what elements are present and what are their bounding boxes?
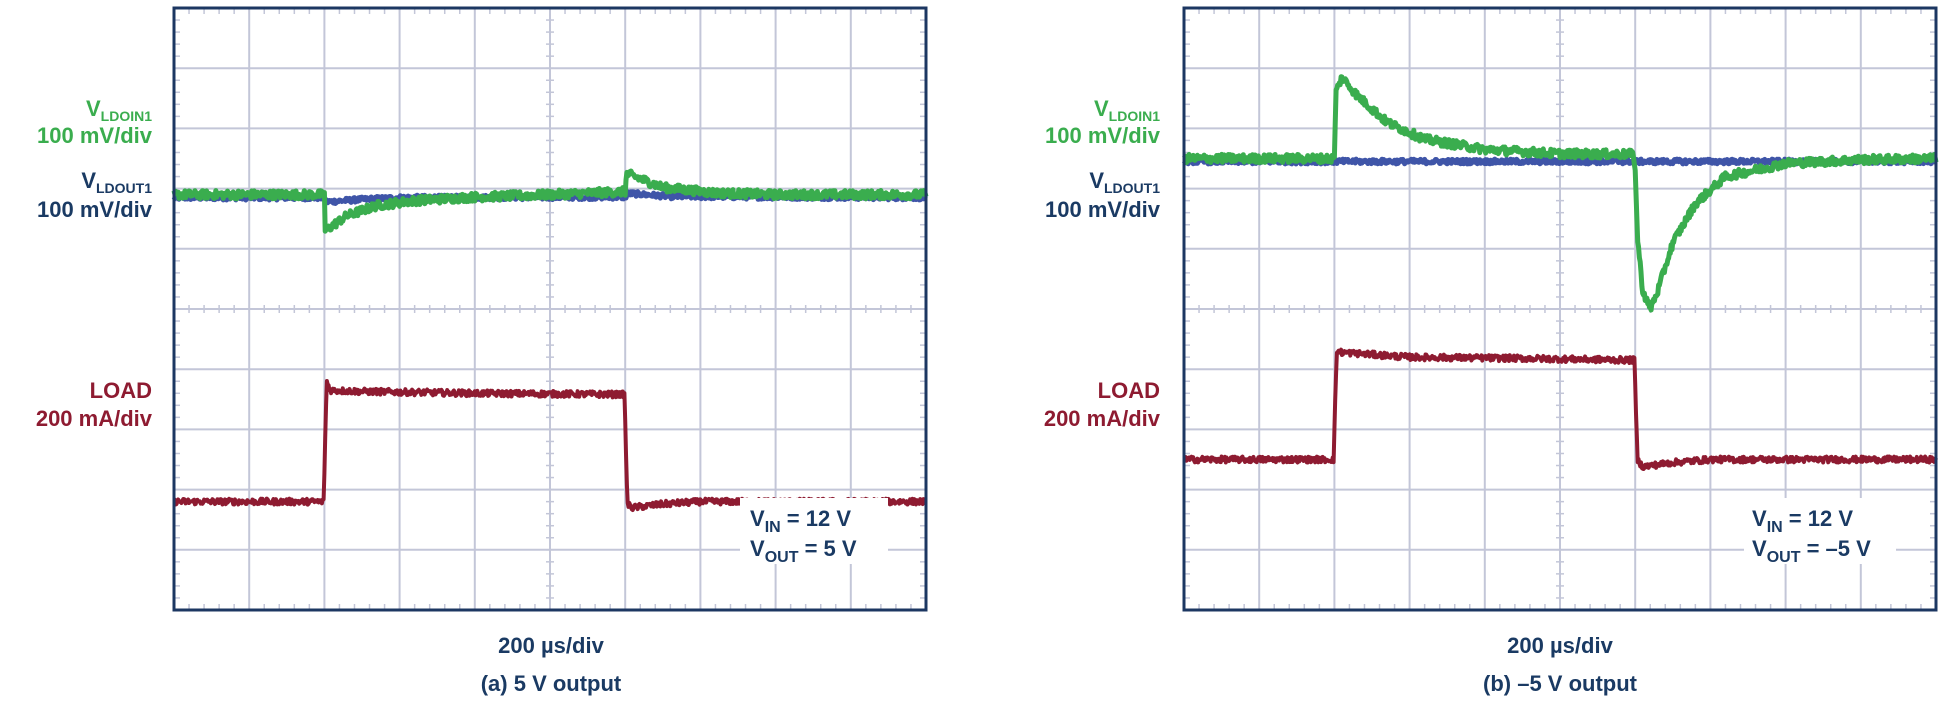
panel-b: VLDOIN1 100 mV/div VLDOUT1 100 mV/div LO…	[1044, 6, 1939, 696]
panel-a-annotation-bg	[740, 498, 888, 564]
panel-b-load-label: LOAD	[1098, 378, 1160, 403]
panel-b-vout-annotation: VOUT = –5 V	[1752, 536, 1871, 566]
panel-a-frame	[172, 6, 928, 612]
panel-a-vin-label: VLDOIN1	[86, 96, 152, 124]
panel-a-caption: (a) 5 V output	[481, 671, 622, 696]
panel-a-load-scale: 200 mA/div	[36, 406, 153, 431]
panel-a-vout-scale: 100 mV/div	[37, 197, 153, 222]
panel-b-vin-annotation: VIN = 12 V	[1752, 506, 1853, 536]
panel-a-vin-annotation: VIN = 12 V	[750, 506, 851, 536]
panel-b-frame	[1182, 6, 1938, 612]
panel-b-vout-scale: 100 mV/div	[1045, 197, 1161, 222]
panel-a-vout-annotation: VOUT = 5 V	[750, 536, 857, 566]
panel-b-trace-load	[1182, 347, 1938, 471]
panel-a-time-scale: 200 µs/div	[498, 633, 604, 658]
panel-a-load-label: LOAD	[90, 378, 152, 403]
panel-a-vout-label: VLDOUT1	[81, 168, 152, 196]
panel-b-vin-label: VLDOIN1	[1094, 96, 1160, 124]
panel-a: VLDOIN1 100 mV/div VLDOUT1 100 mV/div LO…	[36, 6, 929, 696]
panel-a-vin-scale: 100 mV/div	[37, 123, 153, 148]
panel-b-load-scale: 200 mA/div	[1044, 406, 1161, 431]
panel-a-trace-vin	[171, 168, 929, 234]
panel-b-vin-scale: 100 mV/div	[1045, 123, 1161, 148]
panel-b-vout-label: VLDOUT1	[1089, 168, 1160, 196]
panel-b-traces	[1181, 74, 1939, 471]
panel-b-caption: (b) –5 V output	[1483, 671, 1638, 696]
panel-b-annotation-bg	[1744, 498, 1896, 564]
panel-b-trace-vin	[1182, 74, 1939, 313]
panel-b-time-scale: 200 µs/div	[1507, 633, 1613, 658]
